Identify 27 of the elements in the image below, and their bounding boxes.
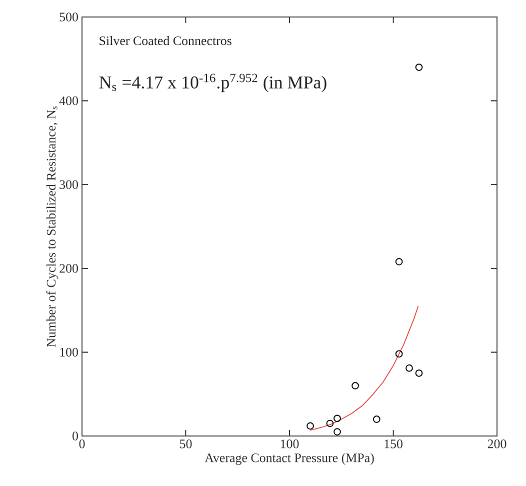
y-tick-label: 500 [60, 12, 78, 22]
y-tick-label: 100 [60, 348, 78, 357]
y-tick-label: 400 [59, 96, 78, 106]
point [415, 369, 423, 377]
point [326, 420, 334, 428]
annotation: N$_{s}$ =4.17 x 10$^{-16}$.p$^{7.952}$ (in MPa) [99, 74, 326, 92]
line-series [310, 306, 419, 431]
point [306, 422, 314, 430]
x-tick-label: 50 [180, 440, 192, 448]
point [395, 258, 403, 266]
point [372, 416, 380, 423]
y-tick-label: 200 [60, 264, 78, 273]
annotation: Silver Coated Connectros [100, 36, 232, 46]
x-tick-label: 0 [79, 440, 85, 448]
point [334, 414, 341, 422]
x-tick-label: 200 [488, 440, 506, 448]
point [395, 350, 403, 358]
point [415, 64, 423, 71]
y-tick-label: 0 [72, 432, 78, 440]
x-tick-label: 150 [384, 440, 402, 448]
x-axis-title: Average Contact Pressure (MPa) [204, 453, 374, 465]
x-tick-label: 100 [280, 440, 299, 448]
point [406, 364, 413, 372]
y-axis-title: Number of Cycles to Stabilized Resistance, N$_{s}$ [46, 106, 58, 348]
point [352, 382, 359, 390]
y-tick-label: 300 [60, 180, 78, 189]
point [334, 428, 341, 436]
